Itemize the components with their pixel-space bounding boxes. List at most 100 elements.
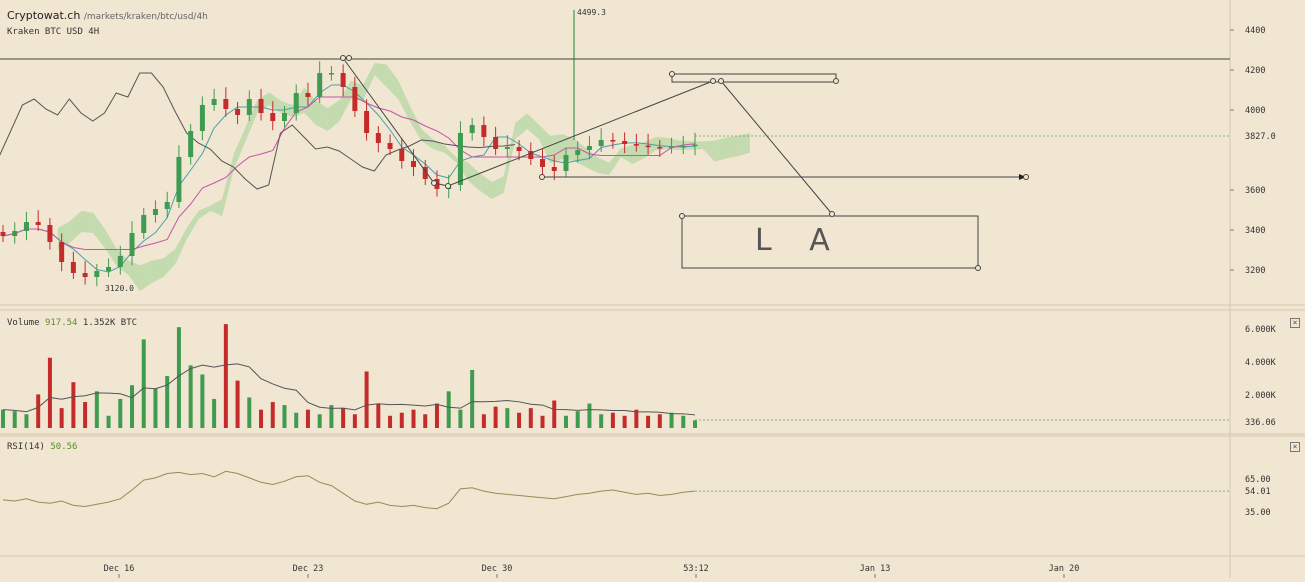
kumo-segment (644, 136, 657, 158)
kumo-segment (421, 128, 434, 149)
ray-arrowhead (1019, 174, 1026, 180)
candle-body (457, 133, 463, 185)
trend-drawing (342, 57, 714, 187)
volume-bar (634, 409, 639, 428)
volume-bar (610, 412, 615, 428)
volume-bar (212, 398, 217, 428)
candle-body (176, 157, 182, 202)
rsi-current-label: 54.01 (1245, 487, 1271, 497)
price-tick-label: 3200 (1245, 266, 1265, 276)
candle-body (340, 73, 346, 87)
volume-value1: 917.54 (44, 318, 78, 328)
candle-body (504, 147, 510, 149)
candle-body (117, 256, 123, 267)
rsi-tick-label: 35.00 (1245, 508, 1271, 518)
candle-body (633, 144, 639, 146)
volume-bar (141, 339, 146, 428)
candle-body (657, 147, 663, 149)
kumo-segment (409, 105, 422, 141)
volume-bar (376, 403, 381, 428)
price-high-label: 4499.3 (577, 8, 606, 17)
kumo-segment (703, 140, 715, 162)
candle-body (364, 111, 370, 133)
candle-body (235, 109, 241, 115)
candle-body (281, 113, 287, 121)
kumo-segment (128, 260, 141, 291)
volume-bar (352, 414, 357, 428)
rsi-line (2, 470, 696, 510)
drawing-handle (833, 78, 839, 84)
volume-close-icon[interactable]: × (1290, 318, 1300, 328)
candle-body (106, 267, 112, 271)
kumo-segment (280, 100, 293, 117)
kumo-segment (714, 137, 727, 162)
brand-name: Cryptowat.ch (7, 9, 81, 22)
drawing-handle (431, 180, 437, 186)
candle-body (47, 225, 53, 242)
volume-bar (528, 408, 533, 428)
volume-bar (1, 409, 5, 428)
candle-body (35, 222, 41, 225)
volume-bar (693, 420, 697, 428)
rsi-close-icon[interactable]: × (1290, 442, 1300, 452)
kumo-segment (620, 144, 633, 164)
kumo-segment (726, 135, 739, 159)
volume-bar (646, 415, 651, 428)
candle-body (540, 159, 546, 167)
arrow-line (720, 80, 833, 215)
candle-body (246, 99, 252, 115)
price-tick-label: 3400 (1245, 226, 1265, 236)
candle-body (680, 146, 686, 148)
candle-body (188, 131, 194, 157)
volume-bar (305, 409, 310, 428)
volume-bar (517, 412, 522, 428)
volume-bar (71, 382, 76, 428)
candle-body (692, 144, 698, 147)
kumo-segment (362, 62, 375, 101)
price-tick-label: 4400 (1245, 26, 1265, 36)
volume-bar (118, 398, 123, 428)
candle-body (551, 167, 557, 171)
kumo-segment (163, 248, 176, 277)
volume-value2: 1.352K BTC (82, 318, 138, 328)
kumo-segment (597, 157, 610, 175)
drawing-handle (829, 211, 835, 217)
volume-bar (188, 365, 193, 428)
volume-bar (165, 376, 170, 428)
candle-body (586, 146, 592, 150)
candle-body (493, 137, 499, 149)
volume-bar (681, 415, 686, 428)
rsi-value: 50.56 (50, 442, 78, 452)
candle-body (82, 273, 88, 277)
drawing-handle (669, 71, 675, 77)
candle-body (481, 125, 487, 137)
candle-body (293, 93, 299, 113)
volume-bar (505, 408, 510, 428)
drawing-handle (975, 265, 981, 271)
candle-body (469, 125, 475, 133)
kumo-segment (304, 87, 316, 125)
volume-bar (434, 403, 439, 428)
kumo-segment (140, 260, 152, 291)
drawing-handle (718, 78, 724, 84)
volume-bar (83, 402, 88, 428)
candle-body (422, 167, 428, 179)
volume-bar (669, 412, 674, 428)
candle-body (610, 140, 616, 142)
brand-title[interactable]: Cryptowat.ch /markets/kraken/btc/usd/4h (7, 9, 208, 22)
volume-bar (657, 414, 662, 428)
time-tick-label: Dec 16 (104, 564, 135, 574)
drawing-handle (679, 213, 685, 219)
kumo-segment (468, 162, 481, 191)
volume-bar (294, 412, 299, 428)
kumo-segment (538, 124, 551, 163)
candle-body (528, 151, 534, 159)
rsi-label: RSI(14) (7, 442, 45, 452)
candle-body (270, 113, 276, 121)
candle-body (305, 93, 311, 97)
price-tick-label: 4000 (1245, 106, 1265, 116)
volume-legend: Volume 917.54 1.352K BTC (7, 318, 137, 328)
volume-bar (446, 391, 451, 428)
